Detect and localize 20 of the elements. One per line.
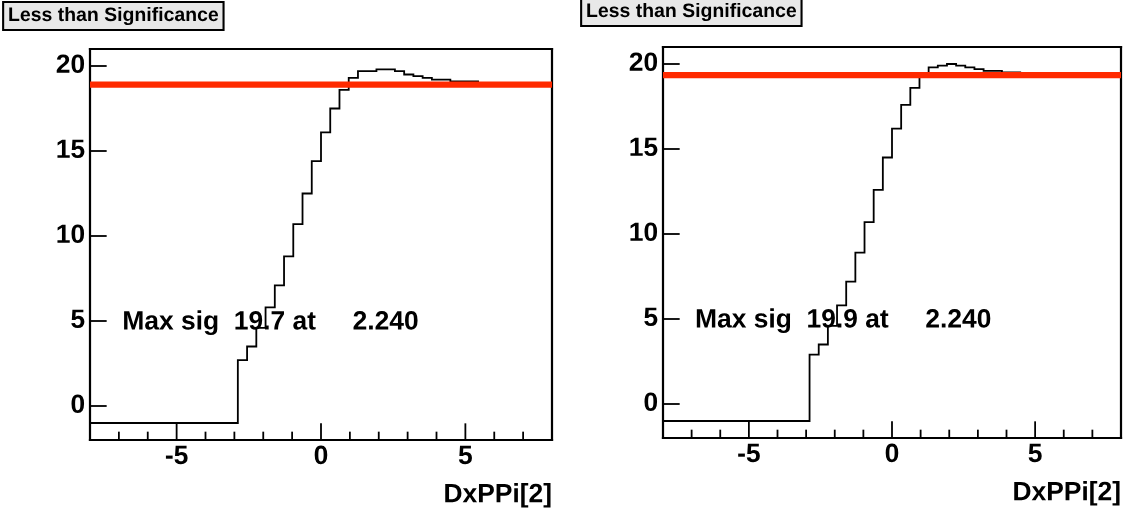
chart-title: Less than Significance: [9, 6, 219, 26]
y-tick-label: 15: [630, 137, 658, 157]
x-tick-label: 0: [314, 445, 328, 465]
y-tick-label: 15: [57, 139, 85, 159]
x-tick-label: 0: [885, 443, 899, 463]
x-tick-label: -5: [738, 443, 760, 463]
y-tick-label: 20: [56, 54, 85, 74]
x-tick-label: 5: [458, 445, 472, 465]
y-tick-label: 10: [57, 224, 85, 244]
y-tick-label: 5: [71, 309, 85, 329]
x-axis-title: DxPPi[2]: [1014, 481, 1120, 506]
x-axis-title: DxPPi[2]: [445, 483, 551, 508]
x-tick-label: 5: [1028, 443, 1042, 463]
x-tick-label: -5: [165, 445, 188, 465]
y-tick-label: 5: [644, 307, 658, 327]
y-tick-label: 0: [71, 394, 85, 414]
y-tick-label: 0: [644, 392, 658, 412]
chart-title: Less than Significance: [587, 2, 797, 22]
y-tick-label: 10: [630, 222, 658, 242]
y-tick-label: 20: [629, 52, 658, 72]
